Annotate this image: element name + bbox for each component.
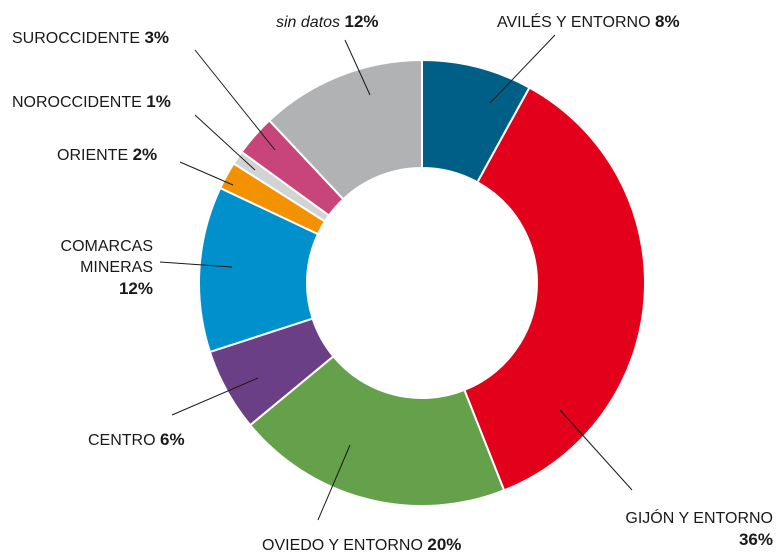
value-label: 20% — [427, 535, 462, 554]
leader-line — [159, 261, 233, 268]
leader-line — [317, 444, 351, 521]
value-label: 36% — [738, 530, 773, 549]
segment-label: GIJÓN Y ENTORNO 36% — [560, 508, 773, 550]
segment-label: SUROCCIDENTE 3% — [12, 27, 232, 49]
category-label: CENTRO — [88, 432, 156, 449]
segment-label: CENTRO 6% — [88, 429, 238, 451]
category-label: NOROCCIDENTE — [12, 94, 142, 111]
value-label: 8% — [655, 12, 680, 31]
category-label: SUROCCIDENTE — [12, 30, 141, 47]
value-label: 3% — [144, 28, 170, 47]
segment-label: COMARCAS MINERAS 12% — [38, 236, 153, 299]
segment-label: ORIENTE 2% — [57, 144, 207, 166]
value-label: 2% — [132, 145, 158, 164]
value-label: 12% — [118, 279, 153, 298]
category-label: GIJÓN Y ENTORNO — [625, 510, 773, 527]
leader-line — [171, 377, 259, 416]
category-label: ORIENTE — [57, 147, 129, 164]
segment-label: sin datos 12% — [276, 11, 456, 33]
donut-segment — [463, 86, 646, 492]
leader-line — [559, 409, 633, 491]
leader-line — [179, 161, 234, 186]
leader-line — [194, 49, 276, 151]
leader-line — [344, 39, 371, 96]
category-label: sin datos — [276, 14, 341, 31]
segment-label: AVILÉS Y ENTORNO 8% — [497, 11, 757, 33]
segment-label: NOROCCIDENTE 1% — [12, 91, 232, 113]
donut-segment — [267, 58, 423, 201]
leader-line — [489, 34, 556, 104]
value-label: 6% — [160, 430, 185, 449]
leader-line — [194, 114, 256, 171]
value-label: 12% — [344, 12, 379, 31]
category-label: OVIEDO Y ENTORNO — [262, 537, 423, 554]
category-label: COMARCAS MINERAS — [60, 238, 153, 276]
segment-label: OVIEDO Y ENTORNO 20% — [262, 534, 522, 555]
value-label: 1% — [146, 92, 171, 111]
donut-segment — [248, 354, 506, 507]
category-label: AVILÉS Y ENTORNO — [497, 14, 651, 31]
